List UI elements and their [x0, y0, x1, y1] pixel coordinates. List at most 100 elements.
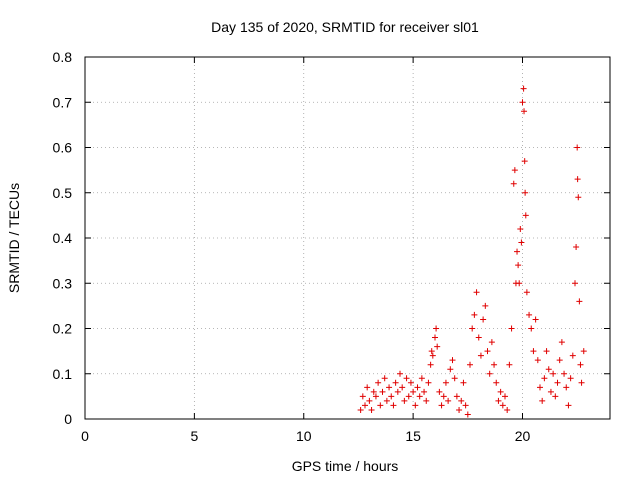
data-point	[554, 379, 561, 386]
data-point	[545, 366, 552, 373]
data-point	[526, 311, 533, 318]
data-point	[416, 393, 423, 400]
data-point	[477, 352, 484, 359]
data-point	[364, 384, 371, 391]
data-point	[547, 388, 554, 395]
data-point	[537, 384, 543, 391]
data-points	[357, 85, 587, 418]
x-tick-label: 0	[81, 428, 89, 444]
data-point	[493, 379, 500, 386]
data-point	[423, 397, 430, 404]
data-point	[575, 194, 582, 201]
data-point	[438, 402, 445, 409]
data-point	[502, 393, 508, 400]
data-point	[464, 411, 471, 418]
data-point	[550, 370, 557, 377]
data-point	[469, 325, 476, 332]
y-tick-label: 0.3	[53, 275, 73, 291]
data-point	[370, 388, 377, 395]
data-point	[495, 397, 502, 404]
data-point	[475, 334, 482, 341]
data-point	[511, 167, 518, 174]
data-point	[473, 289, 480, 296]
data-point	[523, 289, 530, 296]
x-tick-label: 20	[515, 428, 531, 444]
data-point	[572, 280, 578, 287]
y-tick-label: 0.8	[53, 49, 73, 65]
data-point	[576, 298, 583, 305]
data-point	[556, 357, 563, 364]
data-point	[578, 379, 585, 386]
data-point	[407, 379, 414, 386]
data-point	[577, 361, 584, 368]
data-point	[491, 361, 498, 368]
data-point	[372, 393, 379, 400]
data-point	[569, 352, 576, 359]
data-point	[447, 366, 454, 373]
data-point	[381, 375, 388, 382]
y-tick-label: 0.2	[53, 321, 73, 337]
data-point	[528, 325, 535, 332]
data-point	[442, 379, 449, 386]
data-point	[486, 370, 493, 377]
data-point	[451, 375, 458, 382]
data-point	[574, 176, 581, 183]
data-point	[516, 280, 523, 287]
data-point	[425, 379, 432, 386]
data-point	[521, 108, 528, 115]
data-point	[453, 393, 460, 400]
data-point	[427, 361, 434, 368]
data-point	[401, 397, 408, 404]
data-point	[421, 388, 428, 395]
data-point	[530, 348, 537, 355]
data-point	[488, 339, 495, 346]
y-tick-label: 0.1	[53, 366, 73, 382]
data-point	[565, 402, 572, 409]
data-point	[480, 316, 487, 323]
data-point	[359, 393, 366, 400]
y-tick-label: 0.4	[53, 230, 73, 246]
x-tick-label: 5	[190, 428, 198, 444]
data-point	[541, 375, 548, 382]
x-tick-label: 15	[405, 428, 421, 444]
data-point	[520, 85, 527, 92]
data-point	[497, 388, 504, 395]
data-point	[462, 402, 469, 409]
data-point	[522, 212, 529, 219]
data-point	[510, 180, 517, 187]
data-point	[403, 375, 410, 382]
data-point	[484, 348, 491, 355]
data-point	[390, 402, 397, 409]
data-point	[405, 393, 412, 400]
data-point	[552, 393, 559, 400]
data-point	[519, 99, 526, 106]
data-point	[517, 225, 524, 232]
data-point	[434, 343, 441, 350]
data-point	[574, 144, 581, 151]
data-point	[514, 248, 521, 255]
data-point	[534, 357, 541, 364]
y-tick-label: 0	[64, 411, 72, 427]
data-point	[428, 348, 435, 355]
data-point	[392, 379, 399, 386]
data-point	[412, 402, 419, 409]
data-point	[539, 397, 546, 404]
data-point	[563, 384, 570, 391]
data-point	[379, 388, 386, 395]
data-point	[458, 397, 465, 404]
data-point	[561, 370, 568, 377]
data-point	[368, 406, 375, 413]
data-point	[375, 379, 382, 386]
data-point	[521, 158, 528, 165]
data-point	[432, 334, 438, 341]
data-point	[436, 388, 443, 395]
data-point	[471, 311, 478, 318]
data-point	[394, 388, 401, 395]
data-point	[460, 379, 467, 386]
data-point	[543, 348, 550, 355]
data-point	[383, 397, 390, 404]
data-point	[515, 262, 522, 269]
data-point	[357, 406, 364, 413]
data-point	[532, 316, 539, 323]
